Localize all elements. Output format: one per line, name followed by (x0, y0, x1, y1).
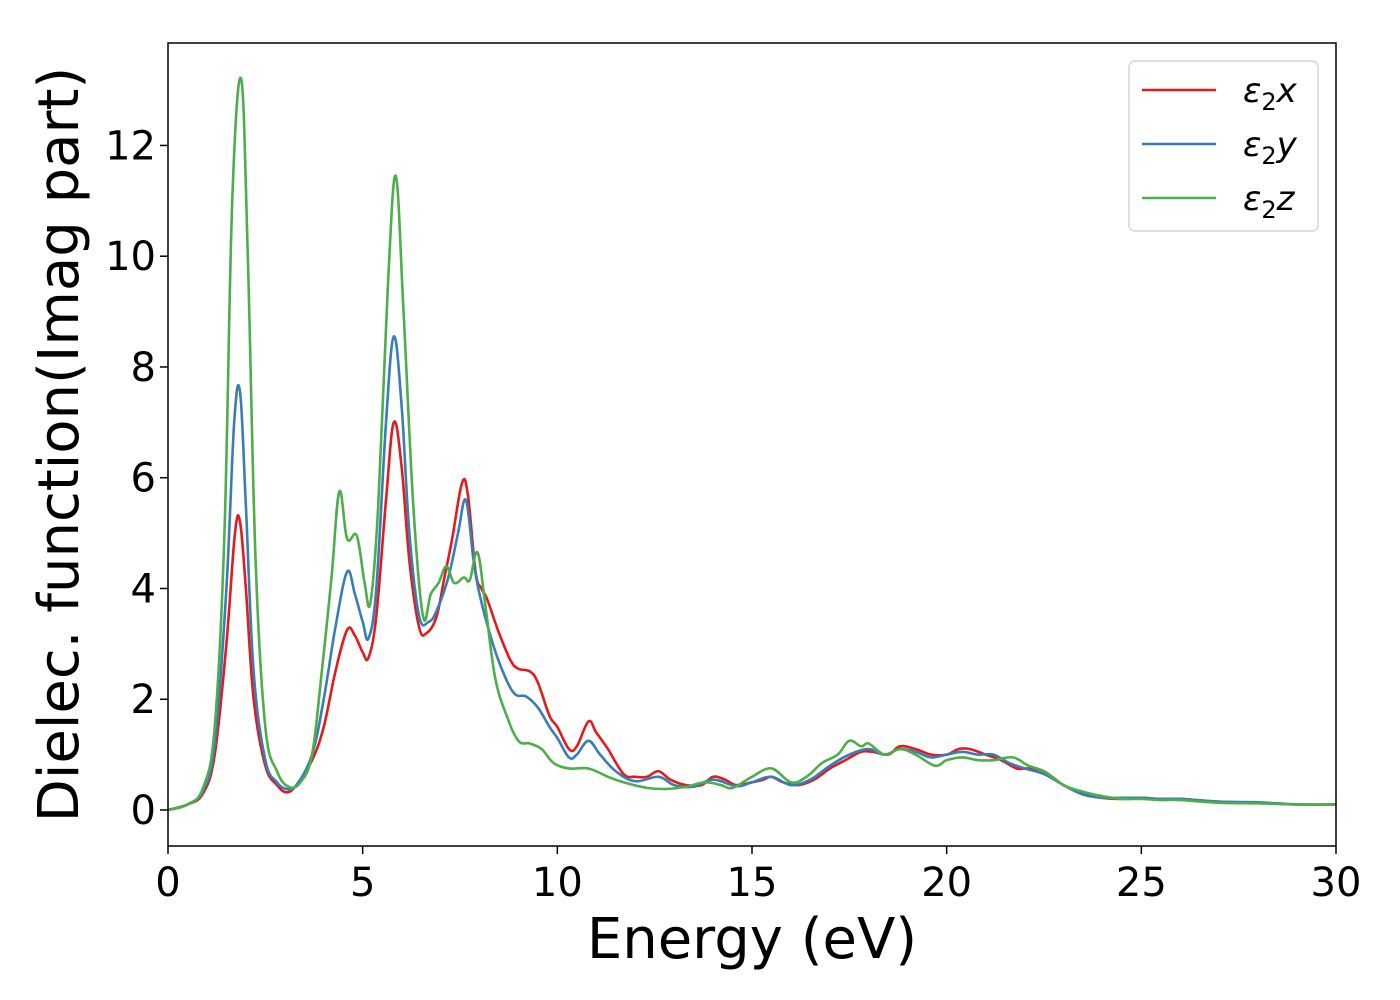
y-tick-label: 8 (131, 345, 156, 391)
x-tick-label: 10 (532, 860, 583, 906)
legend-label-x: ε2x (1243, 71, 1298, 116)
x-tick-label: 0 (155, 860, 180, 906)
x-axis-ticks: 0 5 10 15 20 25 30 (155, 846, 1361, 906)
y-axis-title: Dielec. function(Imag part) (27, 67, 92, 823)
y-axis-ticks: 0 2 4 6 8 10 12 (105, 123, 168, 834)
legend-label-z: ε2z (1243, 179, 1296, 224)
y-tick-label: 6 (131, 456, 156, 502)
series-layer (168, 76, 1336, 812)
x-tick-label: 25 (1116, 860, 1167, 906)
legend: ε2x ε2y ε2z (1128, 60, 1319, 232)
y-tick-label: 0 (131, 788, 156, 834)
y-tick-label: 10 (105, 234, 156, 280)
series-line-z (168, 76, 1336, 812)
x-tick-label: 30 (1311, 860, 1362, 906)
x-tick-label: 5 (350, 860, 375, 906)
y-tick-label: 2 (131, 677, 156, 723)
legend-label-y: ε2y (1243, 125, 1298, 170)
series-line-y (168, 335, 1336, 812)
x-tick-label: 20 (921, 860, 972, 906)
legend-box (1128, 60, 1319, 232)
y-tick-label: 12 (105, 123, 156, 169)
x-axis-title: Energy (eV) (587, 907, 917, 972)
x-tick-label: 15 (727, 860, 778, 906)
series-line-x (168, 420, 1336, 812)
y-tick-label: 4 (131, 566, 156, 612)
